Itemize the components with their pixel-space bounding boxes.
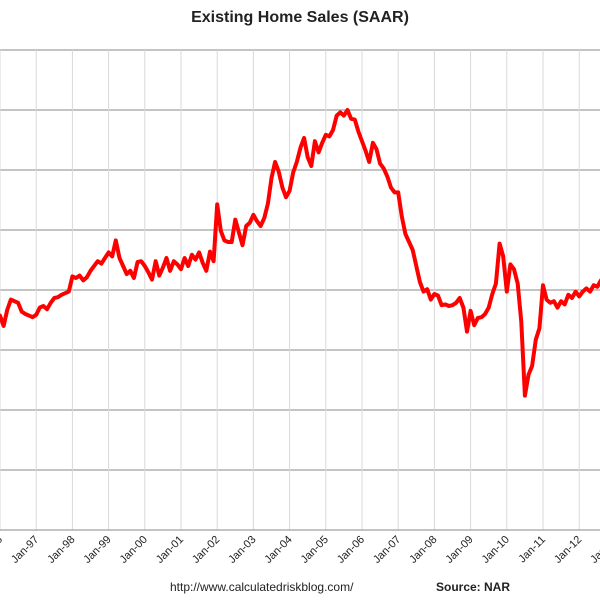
x-tick-label: Jan-12: [552, 534, 584, 566]
series-layer: [0, 108, 600, 398]
x-tick-labels: Jan-96 Jan-97 Jan-98 Jan-99 Jan-00 Jan-01 Jan-…: [0, 534, 600, 566]
grid-lines: [0, 49, 600, 531]
series-line: [0, 108, 600, 398]
x-tick-label: Jan-99: [81, 534, 113, 566]
x-tick-label: Jan-11: [516, 534, 548, 566]
x-tick-label: Jan-05: [299, 534, 331, 566]
x-tick-label: Jan-10: [480, 534, 512, 566]
x-tick-label: Jan-03: [226, 534, 258, 566]
footer-url: http://www.calculatedriskblog.com/: [170, 580, 354, 594]
x-tick-label: Jan-97: [9, 534, 41, 566]
x-tick-label: Jan-01: [154, 534, 186, 566]
x-tick-label: Jan-06: [335, 534, 367, 566]
x-tick-label: Jan-13: [588, 534, 600, 566]
chart-title: Existing Home Sales (SAAR): [191, 9, 409, 26]
x-tick-label: Jan-07: [371, 534, 403, 566]
x-tick-label: Jan-09: [443, 534, 475, 566]
x-tick-label: Jan-00: [118, 534, 150, 566]
x-tick-label: Jan-04: [262, 534, 294, 566]
footer-source: Source: NAR: [436, 580, 511, 594]
x-tick-label: Jan-98: [45, 534, 77, 566]
x-tick-label: Jan-08: [407, 534, 439, 566]
x-tick-label: Jan-02: [190, 534, 222, 566]
x-tick-label: Jan-96: [0, 534, 5, 566]
